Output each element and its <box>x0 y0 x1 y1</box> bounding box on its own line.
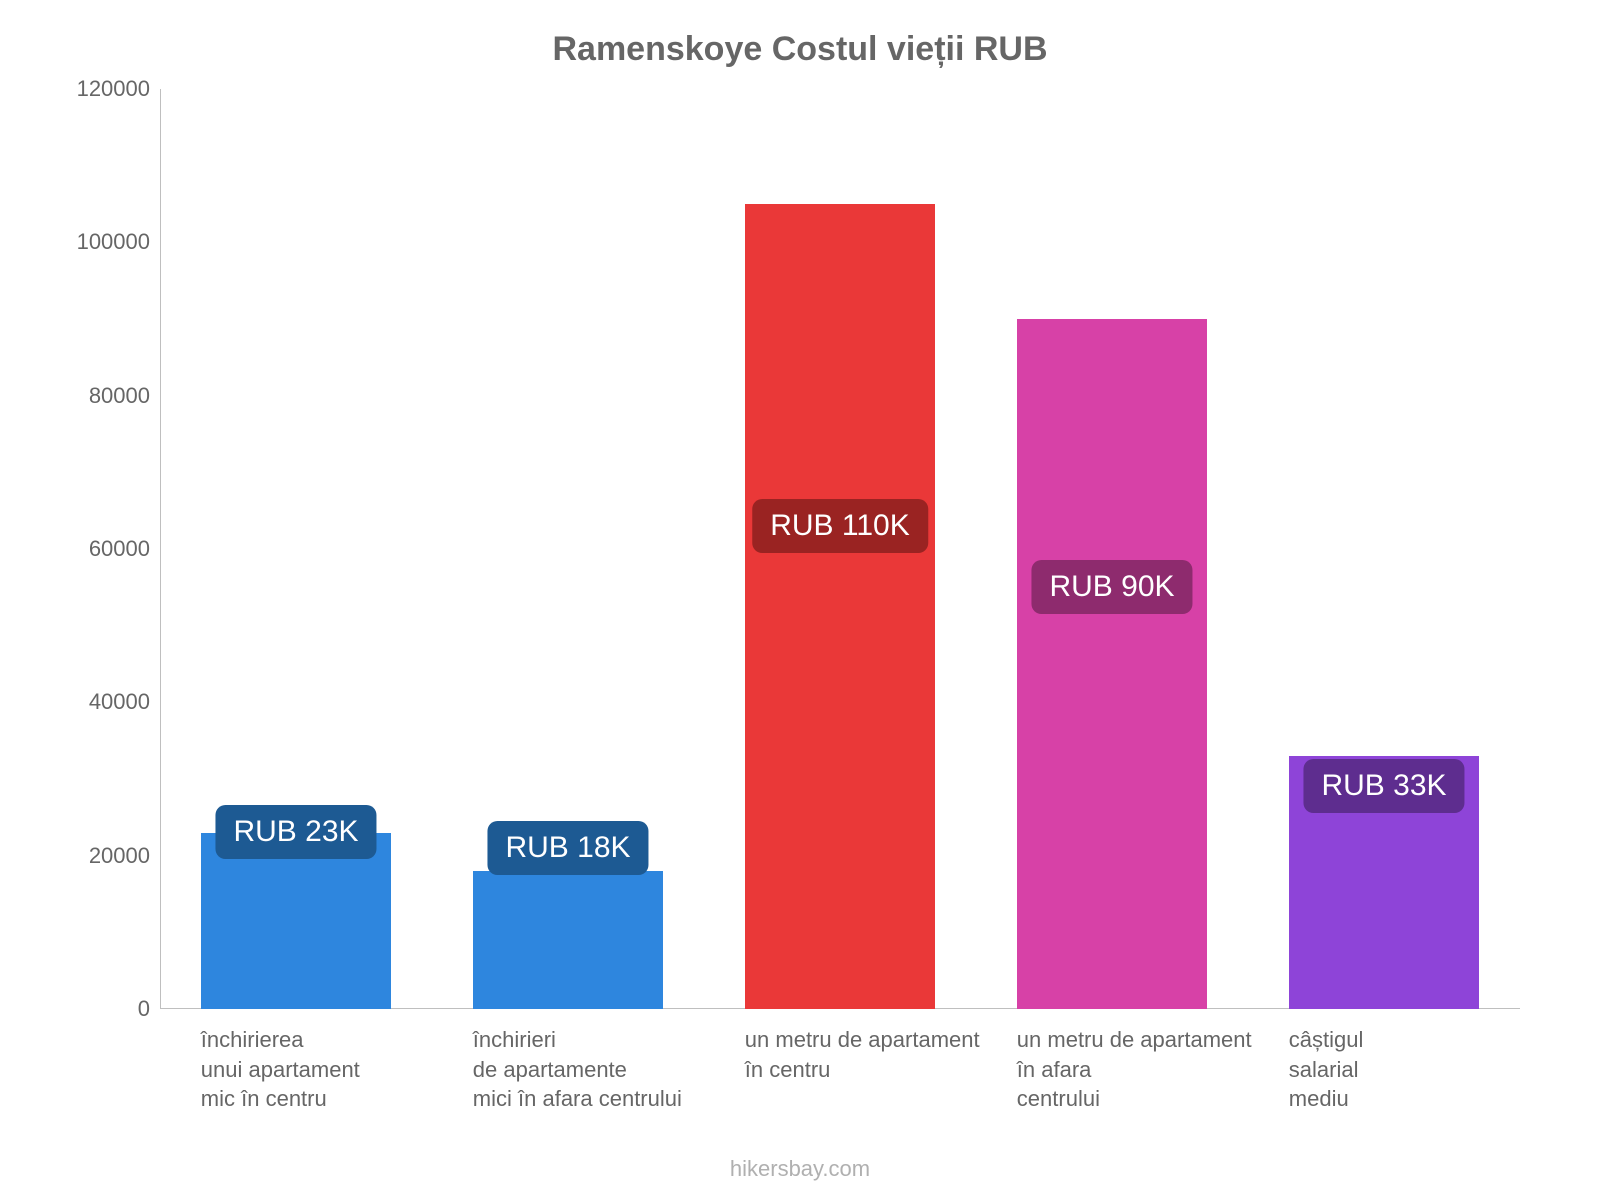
bar-value-badge: RUB 23K <box>215 805 376 859</box>
bar-value-badge: RUB 18K <box>487 821 648 875</box>
chart-title: Ramenskoye Costul vieții RUB <box>40 30 1560 69</box>
y-tick-label: 0 <box>40 996 150 1022</box>
bars-layer: RUB 23K RUB 18K RUB 110K RUB 90K RUB 33K <box>160 89 1520 1009</box>
chart-container: Ramenskoye Costul vieții RUB 02000040000… <box>0 0 1600 1200</box>
x-tick-label: închirierea unui apartament mic în centr… <box>201 1025 473 1114</box>
bar-value-badge: RUB 110K <box>752 499 928 553</box>
x-tick-label: un metru de apartament în afara centrulu… <box>1017 1025 1289 1114</box>
plot-area: 020000400006000080000100000120000 RUB 23… <box>160 89 1520 1009</box>
bar-slot: RUB 23K <box>201 89 391 1009</box>
x-tick-label: câștigul salarial mediu <box>1289 1025 1561 1114</box>
x-tick-label: un metru de apartament în centru <box>745 1025 1017 1084</box>
attribution-text: hikersbay.com <box>0 1156 1600 1182</box>
y-tick-label: 40000 <box>40 689 150 715</box>
bar <box>1017 319 1207 1009</box>
bar-value-badge: RUB 90K <box>1031 560 1192 614</box>
y-tick-label: 100000 <box>40 229 150 255</box>
y-tick-label: 120000 <box>40 76 150 102</box>
y-tick-label: 60000 <box>40 536 150 562</box>
bar <box>473 871 663 1009</box>
bar-slot: RUB 110K <box>745 89 935 1009</box>
bar-slot: RUB 18K <box>473 89 663 1009</box>
y-tick-label: 80000 <box>40 383 150 409</box>
x-tick-label: închirieri de apartamente mici în afara … <box>473 1025 745 1114</box>
bar-slot: RUB 33K <box>1289 89 1479 1009</box>
bar-value-badge: RUB 33K <box>1303 759 1464 813</box>
bar-slot: RUB 90K <box>1017 89 1207 1009</box>
x-axis-labels: închirierea unui apartament mic în centr… <box>160 1025 1520 1145</box>
y-axis: 020000400006000080000100000120000 <box>40 89 150 1009</box>
y-tick-label: 20000 <box>40 843 150 869</box>
bar <box>745 204 935 1009</box>
